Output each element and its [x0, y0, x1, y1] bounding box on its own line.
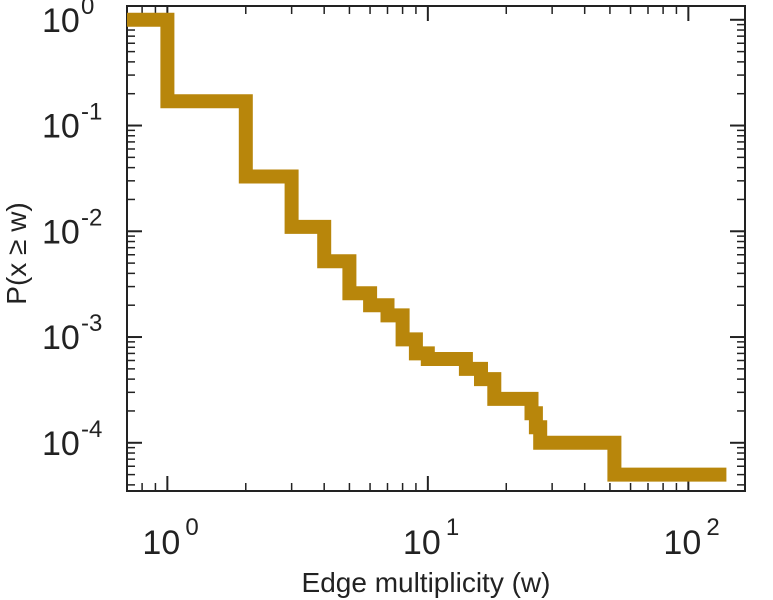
y-tick-exponent: -1: [81, 99, 102, 126]
y-tick-exponent: -4: [81, 416, 102, 443]
y-tick-label: 10 -4: [42, 416, 102, 463]
x-tick-base: 10: [403, 524, 441, 562]
y-tick-label: 10 -1: [42, 99, 102, 146]
x-axis-label: Edge multiplicity (w): [302, 567, 551, 598]
y-tick-base: 10: [42, 108, 80, 146]
x-tick-base: 10: [663, 524, 701, 562]
x-tick-exponent: 1: [446, 514, 459, 541]
y-axis-label: P(x ≥ w): [1, 202, 32, 304]
plot-frame: [126, 5, 746, 492]
y-tick-label: 10 -2: [42, 204, 102, 251]
y-tick-base: 10: [42, 213, 80, 251]
minor-ticks: [126, 6, 745, 491]
x-tick-base: 10: [142, 524, 180, 562]
x-tick-label: 10 1: [403, 514, 459, 562]
y-tick-label: 10 0: [42, 0, 94, 40]
ccdf-step-line: [127, 12, 727, 482]
x-tick-label: 10 2: [663, 514, 719, 562]
x-tick-exponent: 0: [185, 514, 198, 541]
y-tick-exponent: -2: [81, 204, 102, 231]
x-tick-exponent: 2: [706, 514, 719, 541]
y-tick-base: 10: [42, 319, 80, 357]
y-tick-exponent: -3: [81, 310, 102, 337]
y-tick-base: 10: [42, 2, 80, 40]
x-tick-label: 10 0: [142, 514, 198, 562]
x-tick-labels: 10 0 10 1 10 2: [142, 514, 719, 562]
y-tick-exponent: 0: [81, 0, 94, 20]
y-tick-base: 10: [42, 425, 80, 463]
y-tick-label: 10 -3: [42, 310, 102, 357]
